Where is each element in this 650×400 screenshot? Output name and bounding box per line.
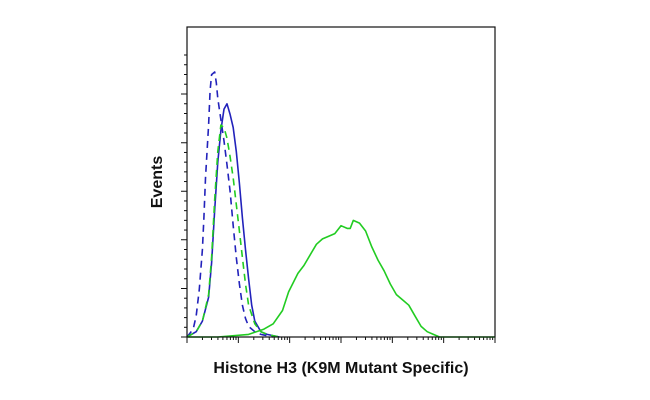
- histogram-series-1: [186, 71, 274, 338]
- y-axis-label: Events: [149, 156, 166, 209]
- histogram-series-2: [186, 103, 280, 338]
- histogram-series-4: [187, 219, 495, 338]
- histogram-curves: [186, 71, 495, 338]
- plot-frame: [186, 26, 496, 338]
- histogram-series-3: [186, 124, 280, 338]
- axis-ticks: [181, 54, 496, 343]
- x-axis-label: Histone H3 (K9M Mutant Specific): [213, 360, 468, 377]
